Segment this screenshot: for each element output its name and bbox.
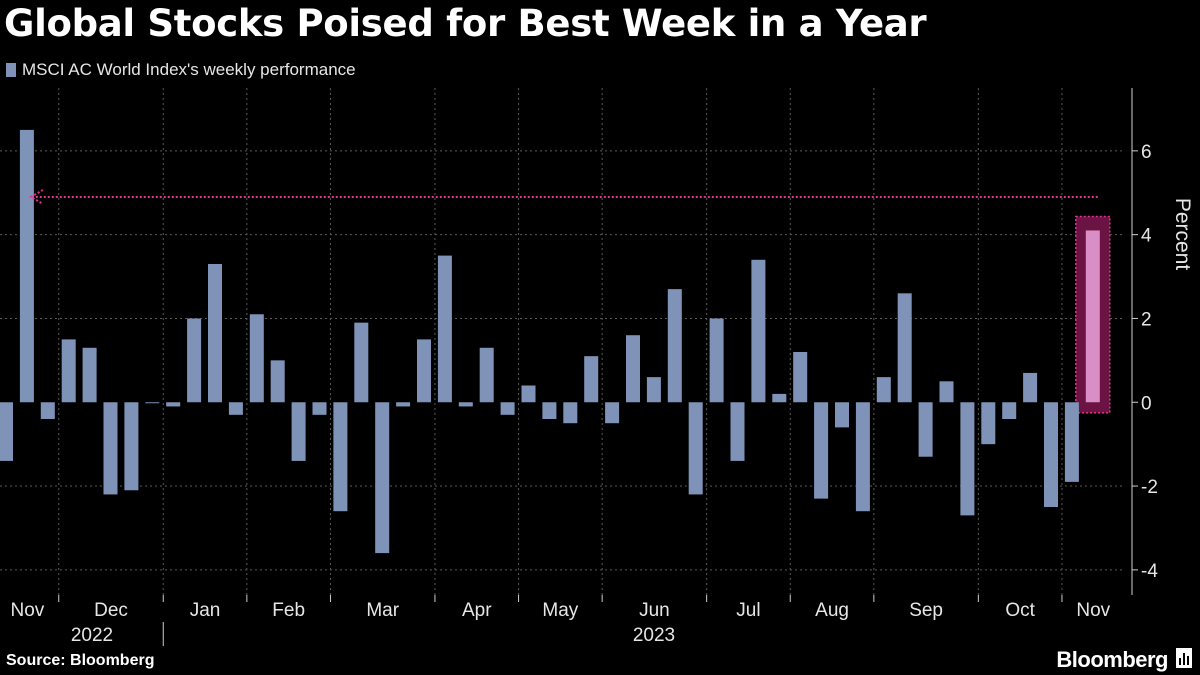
bar	[855, 402, 870, 512]
bar	[354, 322, 369, 403]
bar	[897, 293, 912, 403]
bar	[0, 402, 13, 461]
bar	[521, 385, 536, 403]
bar	[835, 402, 849, 428]
y-axis-label: Percent	[1171, 198, 1194, 271]
x-month-label: Mar	[366, 600, 399, 621]
bar	[124, 402, 139, 491]
bar	[772, 393, 787, 403]
bar	[1023, 372, 1038, 403]
bar	[1044, 402, 1058, 508]
bar	[187, 318, 202, 403]
bar	[166, 402, 181, 407]
bar	[563, 402, 578, 424]
x-year-label: 2022	[71, 625, 113, 646]
x-month-label: Dec	[94, 600, 128, 621]
y-tick-label: 4	[1141, 226, 1152, 247]
bar	[793, 351, 808, 403]
bar	[208, 263, 222, 403]
bar	[1085, 230, 1100, 403]
x-month-label: Jun	[639, 600, 670, 621]
y-tick-label: -2	[1141, 477, 1158, 498]
source-label: Source: Bloomberg	[6, 652, 155, 669]
bar	[709, 318, 724, 403]
bar	[1002, 402, 1017, 420]
y-tick-label: 6	[1141, 142, 1152, 163]
bar	[542, 402, 557, 420]
bar	[82, 347, 97, 403]
bar	[270, 360, 285, 403]
bar	[145, 402, 160, 404]
bar	[626, 335, 640, 403]
bloomberg-logo-icon	[1176, 647, 1192, 673]
chart-title: Global Stocks Poised for Best Week in a …	[4, 2, 927, 45]
bar	[291, 402, 306, 461]
legend-label: MSCI AC World Index's weekly performance	[22, 60, 356, 79]
x-month-label: Jan	[190, 600, 221, 621]
legend-swatch	[6, 63, 16, 77]
x-month-label: May	[542, 600, 578, 621]
y-tick-label: -4	[1141, 561, 1158, 582]
bar	[960, 402, 975, 516]
legend: MSCI AC World Index's weekly performance	[6, 60, 356, 80]
y-tick-label: 2	[1141, 309, 1152, 330]
x-month-label: Sep	[909, 600, 943, 621]
bar	[500, 402, 515, 415]
bar	[437, 255, 452, 403]
bar	[1064, 402, 1079, 482]
bar	[981, 402, 996, 445]
bar	[417, 339, 431, 403]
x-month-label: Aug	[815, 600, 849, 621]
bar	[814, 402, 829, 499]
brand: Bloomberg	[1056, 647, 1192, 673]
bar	[751, 259, 766, 403]
bar	[249, 314, 264, 403]
bar	[730, 402, 745, 461]
bar	[103, 402, 118, 495]
bar	[458, 402, 473, 407]
bar	[605, 402, 620, 424]
y-tick-label: 0	[1141, 393, 1152, 414]
x-month-label: Nov	[1076, 600, 1110, 621]
x-year-label: 2023	[633, 625, 675, 646]
x-month-label: Feb	[272, 600, 305, 621]
bar	[40, 402, 55, 420]
bar	[876, 377, 891, 403]
bar	[646, 377, 661, 403]
bar	[479, 347, 494, 403]
bar	[667, 289, 682, 403]
bar	[918, 402, 933, 457]
bar	[939, 381, 954, 403]
bar	[333, 402, 348, 512]
bar	[228, 402, 243, 415]
bar	[19, 129, 34, 403]
bar	[396, 402, 411, 407]
bar	[312, 402, 327, 415]
x-month-label: Nov	[11, 600, 45, 621]
bar	[584, 356, 599, 403]
x-month-label: Jul	[736, 600, 760, 621]
bloomberg-wordmark: Bloomberg	[1056, 647, 1168, 672]
bar	[61, 339, 76, 403]
bar	[688, 402, 703, 495]
bar	[375, 402, 390, 554]
annotation-arrow-head	[28, 189, 44, 205]
x-month-label: Oct	[1005, 600, 1035, 621]
x-month-label: Apr	[462, 600, 492, 621]
